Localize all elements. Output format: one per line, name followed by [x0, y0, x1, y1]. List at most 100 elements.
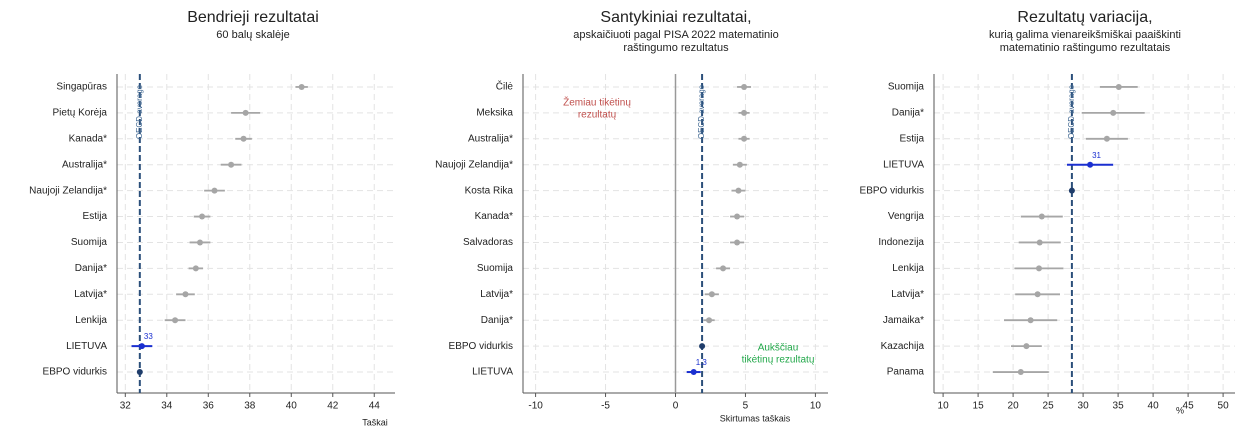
point [690, 369, 697, 376]
x-tick-label: 0 [673, 401, 679, 412]
y-tick-label: Danija* [481, 315, 513, 326]
x-axis-label: % [1176, 405, 1184, 415]
x-tick-label: 45 [1183, 401, 1195, 412]
x-tick-label: 5 [743, 401, 749, 412]
point [298, 83, 305, 90]
point [228, 161, 235, 168]
y-tick-label: Suomija [888, 82, 925, 93]
x-tick-label: 10 [810, 401, 822, 412]
y-tick-label: Australija* [62, 159, 107, 170]
y-tick-label: Kanada* [475, 211, 513, 222]
point [734, 239, 741, 246]
x-tick-label: 50 [1218, 401, 1230, 412]
point [741, 83, 748, 90]
x-axis-label: Taškai [362, 417, 388, 427]
reference-label: OECD average [135, 84, 144, 139]
x-tick-label: 32 [120, 401, 132, 412]
y-tick-label: LIETUVA [472, 367, 513, 378]
point [1115, 83, 1122, 90]
y-tick-label: Latvija* [891, 289, 924, 300]
chart-subtitle: raštingumo rezultatus [623, 42, 729, 54]
annotation: Aukščiau [758, 343, 799, 354]
point [196, 239, 203, 246]
x-tick-label: 25 [1043, 401, 1055, 412]
y-tick-label: Latvija* [480, 289, 513, 300]
point [706, 317, 713, 324]
point [1103, 135, 1110, 142]
point [1034, 291, 1041, 298]
x-tick-label: 40 [1148, 401, 1160, 412]
value-label: 31 [1092, 151, 1101, 160]
x-tick-label: 36 [203, 401, 215, 412]
x-tick-label: 40 [286, 401, 298, 412]
point [242, 109, 249, 116]
y-tick-label: Kanada* [69, 133, 107, 144]
y-tick-label: Danija* [75, 263, 107, 274]
point [741, 135, 748, 142]
y-tick-label: Kosta Rika [465, 185, 514, 196]
annotation: rezultatų [578, 110, 617, 121]
point [1110, 109, 1117, 116]
y-tick-label: LIETUVA [883, 159, 924, 170]
value-label: 33 [144, 332, 153, 341]
y-tick-label: Jamaika* [883, 315, 924, 326]
y-tick-label: Salvadoras [463, 237, 513, 248]
chart-title: Bendrieji rezultatai [187, 9, 319, 26]
point [138, 343, 145, 350]
value-label: 1.3 [696, 358, 708, 367]
point [1038, 213, 1045, 220]
chart-subtitle: matematinio raštingumo rezultatais [1000, 42, 1171, 54]
annotation: tikėtinų rezultatų [742, 355, 815, 366]
annotation: Žemiau tikėtinų [563, 96, 631, 109]
y-tick-label: EBPO vidurkis [43, 367, 107, 378]
point [1087, 161, 1094, 168]
y-tick-label: Čilė [496, 80, 514, 93]
y-tick-label: Danija* [892, 108, 924, 119]
y-tick-label: Pietų Korėja [53, 108, 108, 119]
point [741, 109, 748, 116]
x-tick-label: -10 [528, 401, 543, 412]
plot-area [934, 74, 1235, 393]
y-tick-label: Naujoji Zelandija* [435, 159, 513, 170]
chart-subtitle: 60 balų skalėje [216, 29, 289, 41]
x-tick-label: 35 [1113, 401, 1125, 412]
point [199, 213, 206, 220]
point [699, 343, 706, 350]
x-tick-label: 10 [938, 401, 950, 412]
y-tick-label: Latvija* [74, 289, 107, 300]
point [734, 213, 741, 220]
point [708, 291, 715, 298]
chart-subtitle: kurią galima vienareikšmiškai paaiškinti [989, 29, 1181, 41]
chart-subtitle: apskaičiuoti pagal PISA 2022 matematinio [573, 29, 778, 41]
point [240, 135, 247, 142]
point [192, 265, 199, 272]
point [1017, 369, 1024, 376]
y-tick-label: LIETUVA [66, 341, 107, 352]
y-tick-label: Indonezija [878, 237, 924, 248]
y-tick-label: Estija [900, 133, 925, 144]
point [1023, 343, 1030, 350]
plot-area [117, 74, 395, 393]
x-tick-label: 34 [161, 401, 173, 412]
point [1036, 239, 1043, 246]
reference-label: OECD average [697, 84, 706, 139]
x-axis-label: Skirtumas taškais [720, 413, 791, 423]
point [720, 265, 727, 272]
point [735, 187, 742, 194]
point [172, 317, 179, 324]
chart-title: Rezultatų variacija, [1017, 9, 1152, 26]
point [736, 161, 743, 168]
point [1027, 317, 1034, 324]
y-tick-label: Suomija [71, 237, 108, 248]
x-tick-label: 42 [327, 401, 339, 412]
y-tick-label: EBPO vidurkis [860, 185, 924, 196]
x-tick-label: -5 [601, 401, 610, 412]
point [136, 369, 143, 376]
y-tick-label: Meksika [476, 108, 513, 119]
reference-label: OECD average [1067, 84, 1076, 139]
x-tick-label: 38 [244, 401, 256, 412]
chart-title: Santykiniai rezultatai, [600, 9, 751, 26]
y-tick-label: Vengrija [888, 211, 925, 222]
y-tick-label: Lenkija [892, 263, 924, 274]
